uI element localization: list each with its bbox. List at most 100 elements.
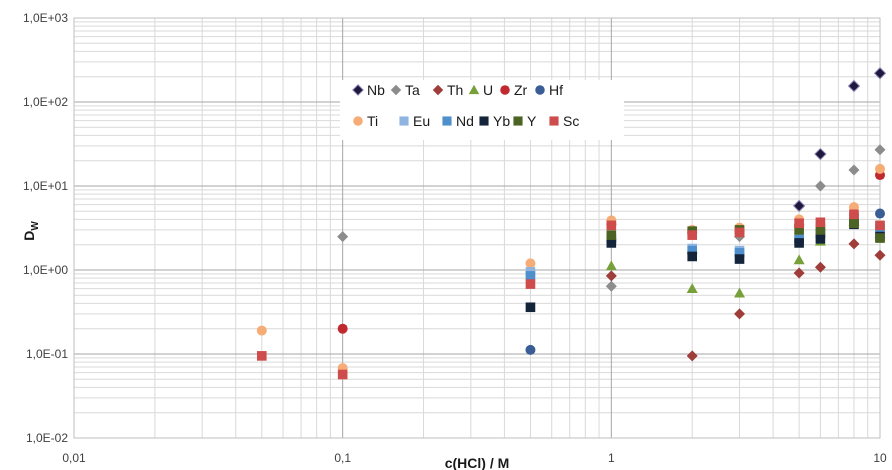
data-point-th xyxy=(848,238,860,250)
legend: Nb Ta Th U Zr Hf Ti Eu Nd Yb Y Sc xyxy=(340,80,624,140)
data-point-yb xyxy=(525,302,536,313)
y-tick-label: 1,0E-02 xyxy=(26,431,68,445)
x-tick-label: 0,01 xyxy=(62,451,86,465)
legend-marker-sc xyxy=(549,116,559,126)
legend-marker-hf xyxy=(535,85,545,95)
y-tick-label: 1,0E+01 xyxy=(23,179,68,193)
data-point-sc xyxy=(525,279,536,289)
svg-text:DW: DW xyxy=(21,221,41,241)
data-point-th xyxy=(793,267,805,279)
data-point-sc xyxy=(875,220,885,231)
data-point-sc xyxy=(606,220,617,231)
data-point-u xyxy=(605,260,617,271)
legend-label-hf: Hf xyxy=(549,82,563,98)
legend-label-nd: Nd xyxy=(456,113,474,129)
legend-item-ta: Ta xyxy=(390,82,420,98)
data-points xyxy=(256,67,887,380)
data-point-yb xyxy=(815,234,826,244)
y-tick-label: 1,0E+02 xyxy=(23,95,68,109)
series-nd xyxy=(525,214,885,281)
legend-label-y: Y xyxy=(527,113,537,129)
x-tick-label: 1 xyxy=(608,451,615,465)
legend-label-u: U xyxy=(483,82,493,98)
legend-label-zr: Zr xyxy=(514,82,528,98)
data-point-sc xyxy=(849,209,859,220)
legend-marker-nb xyxy=(352,84,364,96)
y-axis-title-main: D xyxy=(21,231,37,241)
y-tick-label: 1,0E+00 xyxy=(23,263,68,277)
legend-item-yb: Yb xyxy=(479,113,510,129)
legend-item-y: Y xyxy=(513,113,537,129)
series-th xyxy=(605,238,886,362)
data-point-th xyxy=(605,270,617,282)
series-ti xyxy=(256,163,885,374)
legend-item-zr: Zr xyxy=(500,82,528,98)
legend-marker-th xyxy=(432,84,444,96)
data-point-u xyxy=(734,287,746,298)
data-point-y xyxy=(606,230,617,240)
y-axis-tick-labels: 1,0E-02 1,0E-01 1,0E+00 1,0E+01 1,0E+02 1,0E+… xyxy=(23,11,68,445)
y-tick-label: 1,0E-01 xyxy=(26,347,68,361)
series-y xyxy=(606,218,885,243)
legend-marker-nd xyxy=(442,116,452,126)
data-point-y xyxy=(875,233,885,243)
data-point-ti xyxy=(256,325,267,336)
data-point-ta xyxy=(605,280,617,292)
data-point-yb xyxy=(734,254,745,264)
x-axis-title: c(HCl) / M xyxy=(445,455,510,470)
legend-marker-yb xyxy=(479,116,489,126)
data-point-sc xyxy=(815,217,826,228)
data-point-hf xyxy=(875,208,885,219)
data-point-nb xyxy=(792,199,806,213)
data-point-ti xyxy=(875,163,885,174)
data-point-sc xyxy=(794,218,804,229)
data-point-th xyxy=(686,350,698,362)
data-point-yb xyxy=(687,251,698,262)
data-point-nb xyxy=(814,147,827,161)
data-point-sc xyxy=(256,351,267,361)
data-point-th xyxy=(734,308,746,320)
legend-label-yb: Yb xyxy=(493,113,510,129)
data-point-hf xyxy=(525,344,536,355)
legend-label-ti: Ti xyxy=(367,113,378,129)
legend-marker-u xyxy=(468,84,480,95)
legend-marker-zr xyxy=(500,85,510,95)
series-ta xyxy=(337,144,886,292)
data-point-y xyxy=(815,225,826,235)
legend-item-ti: Ti xyxy=(353,113,378,129)
data-point-sc xyxy=(687,230,698,240)
series-u xyxy=(605,215,886,298)
legend-label-ta: Ta xyxy=(405,82,420,98)
data-point-sc xyxy=(734,227,745,238)
legend-marker-y xyxy=(513,116,523,126)
series-yb xyxy=(525,219,885,313)
data-point-ti xyxy=(525,258,536,269)
legend-label-th: Th xyxy=(447,82,463,98)
series-nb xyxy=(792,67,887,213)
legend-item-hf: Hf xyxy=(535,82,563,98)
data-point-ta xyxy=(848,164,860,176)
y-tick-label: 1,0E+03 xyxy=(23,11,68,25)
x-tick-label: 10 xyxy=(873,451,887,465)
legend-item-nd: Nd xyxy=(442,113,474,129)
legend-item-nb: Nb xyxy=(352,82,385,98)
data-point-u xyxy=(793,254,805,265)
data-point-ta xyxy=(814,180,826,192)
legend-item-sc: Sc xyxy=(549,113,579,129)
data-point-ta xyxy=(337,231,349,243)
legend-item-th: Th xyxy=(432,82,463,98)
legend-marker-eu xyxy=(399,116,409,126)
series-sc xyxy=(256,209,885,380)
data-point-sc xyxy=(337,369,348,380)
series-hf xyxy=(525,208,885,355)
legend-label-sc: Sc xyxy=(563,113,579,129)
legend-marker-ta xyxy=(390,84,402,96)
data-point-nd xyxy=(525,271,536,281)
data-point-nd xyxy=(687,245,698,256)
legend-background xyxy=(340,80,624,140)
data-point-th xyxy=(814,261,826,273)
data-point-nb xyxy=(847,79,861,93)
data-point-yb xyxy=(794,238,804,248)
data-point-zr xyxy=(337,323,348,334)
